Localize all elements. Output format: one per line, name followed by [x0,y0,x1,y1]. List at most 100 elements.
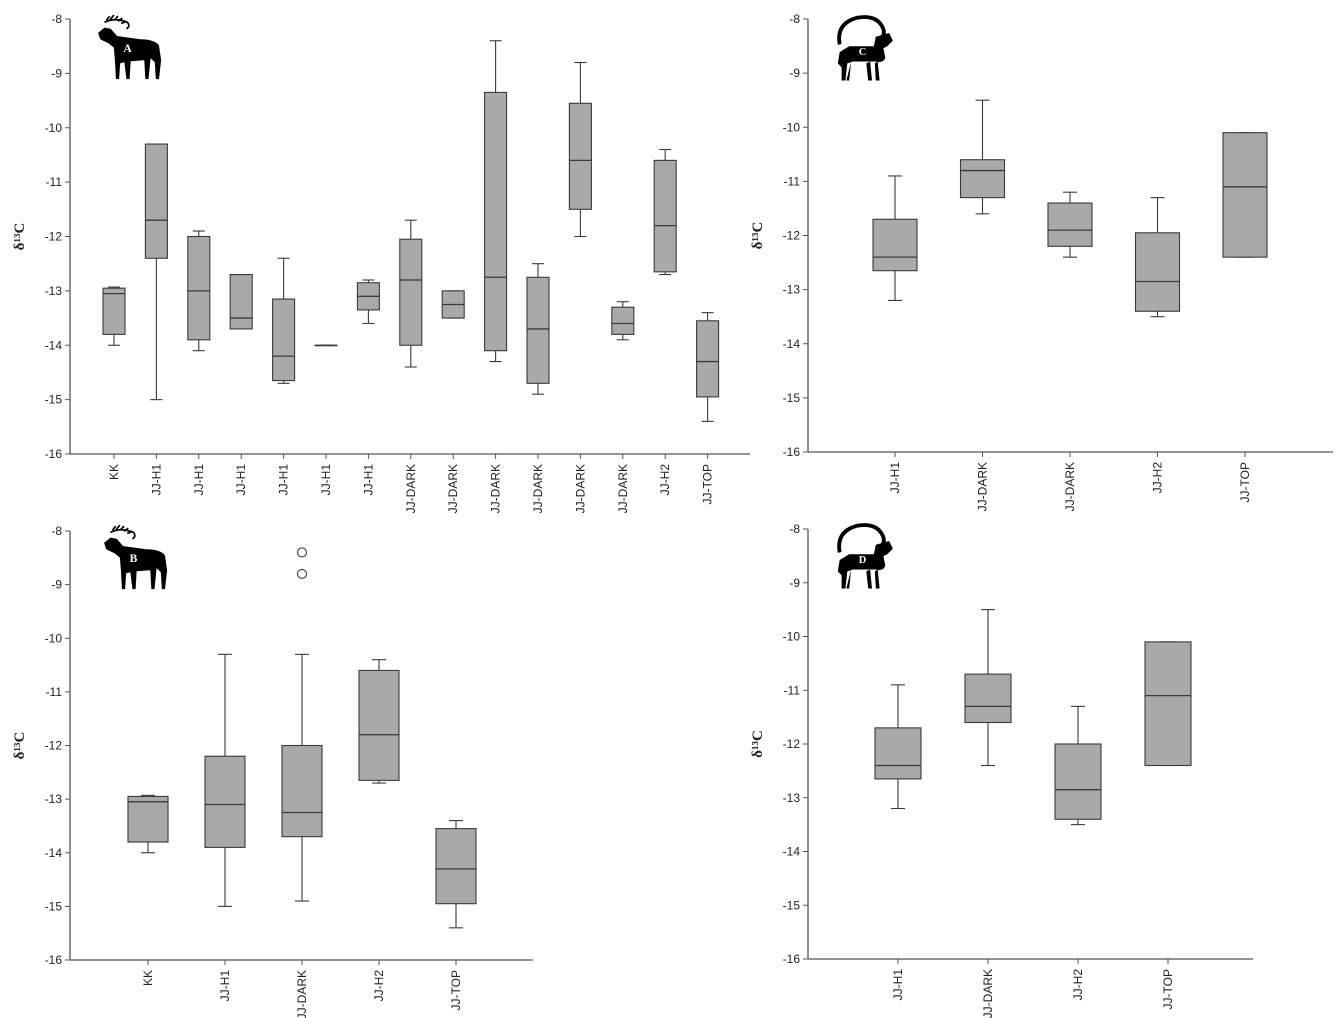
y-tick-label: -10 [783,630,801,644]
box-iqr [611,306,635,335]
outlier-point [296,547,308,558]
x-tick-label: JJ-H1 [361,464,375,496]
x-tick-label: JJ-H2 [658,464,672,496]
x-tick-label: JJ-TOP [1161,969,1175,1009]
x-tick-label: JJ-TOP [1238,462,1252,502]
x-tick-label: JJ-DARK [489,464,503,513]
box-whisker [526,263,550,395]
x-tick-label: JJ-H1 [218,970,232,1002]
x-tick-label: JJ-H1 [888,462,902,494]
y-tick-label: -13 [783,283,801,297]
y-tick-label: -14 [783,845,801,859]
box-whisker [399,219,423,368]
box-whisker [611,301,635,341]
box-iqr [1222,132,1268,258]
box-iqr [959,159,1006,199]
y-tick-label: -14 [45,846,63,860]
box-whisker [964,609,1012,767]
x-tick-label: JJ-H1 [891,969,905,1001]
y-tick-label: -12 [45,739,63,753]
x-tick-label: JJ-DARK [981,969,995,1018]
box-iqr [1144,641,1192,767]
box-whisker [872,175,918,302]
box-iqr [964,673,1012,724]
x-tick-label: JJ-DARK [1063,462,1077,511]
box-whisker [568,61,592,238]
x-tick-label: JJ-TOP [701,464,715,504]
y-tick-label: -11 [784,683,801,697]
box-whisker [959,99,1006,215]
box-iqr [872,218,918,272]
y-tick-label: -11 [46,685,63,699]
y-tick-label: -8 [51,12,62,26]
box-iqr [653,159,677,273]
y-axis-label: δ¹³C [12,732,28,760]
box-iqr [568,102,592,210]
y-tick-label: -9 [789,66,800,80]
box-whisker [1222,132,1268,258]
y-tick-label: -10 [783,120,801,134]
box-whisker [1054,705,1102,826]
box-iqr [399,238,423,346]
ibex-body-shape [837,541,893,589]
box-whisker [696,312,720,422]
box-whisker [484,40,508,363]
box-whisker [1134,197,1181,318]
y-tick-label: -14 [783,337,801,351]
y-tick-label: -10 [45,631,63,645]
x-tick-label: JJ-H1 [149,464,163,496]
panel-b-red-deer: -8 -9 -10 -11 -12 -13 -14 -15 -16 δ¹³C KK JJ-H1 JJ-D… [12,524,533,1018]
box-whisker [102,286,126,346]
x-tick-label: JJ-DARK [573,464,587,513]
panel-letter: C [859,47,867,58]
box-whisker [356,279,380,325]
y-tick-label: -16 [783,445,801,459]
panel-c-ibex: -8 -9 -10 -11 -12 -13 -14 -15 -16 δ¹³C JJ-H1 JJ-DAR… [750,12,1333,511]
red-deer-silhouette-icon: A [98,14,162,80]
y-tick-label: -12 [783,229,801,243]
box-iqr [1047,202,1093,247]
y-axis-label: δ¹³C [12,223,28,251]
box-whisker [1047,191,1093,258]
box-iqr [1054,743,1102,820]
x-tick-label: JJ-DARK [531,464,545,513]
y-tick-label: -16 [45,447,63,461]
x-tick-label: JJ-DARK [976,462,990,511]
y-tick-label: -8 [789,12,800,26]
y-tick-label: -13 [45,792,63,806]
box-whisker [441,290,465,319]
panel-letter: A [123,43,132,55]
y-axis-label: δ¹³C [750,222,766,250]
x-tick-label: KK [141,970,155,986]
x-tick-label: JJ-DARK [446,464,460,513]
red-deer-silhouette-icon: B [104,524,168,590]
box-iqr [229,274,253,330]
y-tick-label: -9 [51,66,62,80]
x-tick-label: JJ-H1 [234,464,248,496]
panel-d-ibex: -8 -9 -10 -11 -12 -13 -14 -15 -16 δ¹³C JJ-H1 JJ-DAR… [750,522,1253,1018]
box-whisker [204,653,246,907]
y-tick-label: -16 [783,952,801,966]
box-whisker [1144,641,1192,767]
x-tick-label: JJ-DARK [616,464,630,513]
panel-letter: B [130,553,138,565]
y-tick-label: -11 [46,175,63,189]
x-tick-label: JJ-TOP [449,970,463,1010]
box-iqr [526,276,550,384]
y-tick-label: -10 [45,121,63,135]
box-whisker [435,820,477,929]
box-iqr [187,235,211,341]
outlier-point [296,568,308,579]
y-tick-label: -12 [783,737,801,751]
y-tick-label: -9 [51,578,62,592]
deer-body-shape [98,27,162,80]
box-iqr [484,91,508,352]
box-iqr [144,143,168,259]
y-tick-label: -8 [51,524,62,538]
y-tick-label: -15 [45,899,63,913]
y-tick-label: -14 [45,338,63,352]
box-whisker [127,794,169,854]
box-whisker [358,659,400,784]
panel-letter: D [859,555,867,566]
